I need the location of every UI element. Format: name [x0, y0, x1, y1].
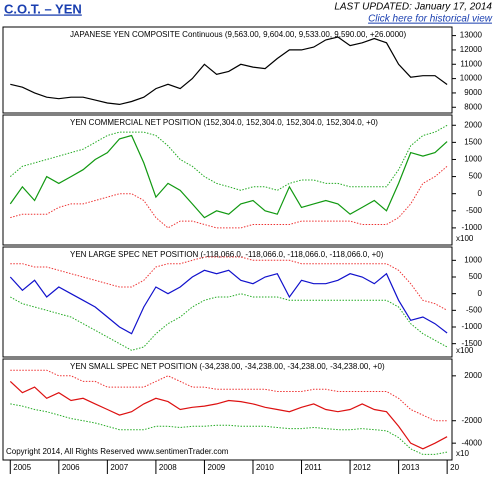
panel-frame	[2, 358, 453, 461]
x-tick-label: 2005	[13, 463, 31, 472]
y-tick-label: 0	[478, 289, 483, 298]
y-tick-label: -1500	[462, 339, 483, 348]
band-line	[9, 124, 448, 191]
y-tick-label: 13000	[460, 31, 483, 40]
y-tick-label: 12000	[460, 45, 483, 54]
x-tick-label: 2011	[305, 463, 323, 472]
x-tick-label: 2010	[256, 463, 274, 472]
y-multiplier: x100	[456, 346, 474, 355]
band-line	[10, 293, 448, 351]
y-tick-label: -4000	[462, 438, 483, 447]
panel-frame	[2, 114, 453, 246]
panel-title: YEN SMALL SPEC NET POSITION (-34,238.00,…	[70, 362, 385, 371]
y-tick-label: 10000	[460, 74, 483, 83]
y-tick-label: -1000	[462, 322, 483, 331]
panel-frame	[2, 26, 453, 114]
y-tick-label: 9000	[464, 88, 482, 97]
x-tick-label: 2012	[353, 463, 371, 472]
x-tick-label: 20	[450, 463, 459, 472]
x-tick-label: 2013	[402, 463, 420, 472]
page-title[interactable]: C.O.T. – YEN	[4, 1, 82, 16]
y-tick-label: 1500	[464, 137, 482, 146]
footer: Copyright 2014, All Rights Reserved www.…	[6, 447, 229, 456]
panel-title: YEN LARGE SPEC NET POSITION (-118,066.0,…	[70, 250, 384, 259]
y-tick-label: -2000	[462, 416, 483, 425]
x-tick-label: 2008	[159, 463, 177, 472]
series-line	[9, 134, 448, 219]
x-tick-label: 2006	[62, 463, 80, 472]
series-line	[9, 380, 448, 450]
y-tick-label: -500	[466, 206, 483, 215]
band-line	[10, 256, 448, 311]
band-line	[10, 403, 448, 455]
panel-title: YEN COMMERCIAL NET POSITION (152,304.0, …	[70, 118, 378, 127]
y-tick-label: 1000	[464, 155, 482, 164]
y-tick-label: 500	[469, 172, 483, 181]
panel-title: JAPANESE YEN COMPOSITE Continuous (9,563…	[70, 30, 406, 39]
y-tick-label: 8000	[464, 102, 482, 111]
x-tick-label: 2009	[207, 463, 225, 472]
y-tick-label: -500	[466, 305, 483, 314]
band-line	[10, 369, 448, 422]
y-multiplier: x10	[456, 449, 469, 458]
y-tick-label: 2000	[464, 120, 482, 129]
series-line	[10, 36, 448, 106]
y-multiplier: x100	[456, 234, 474, 243]
x-tick-label: 2007	[110, 463, 128, 472]
series-line	[9, 269, 448, 335]
band-line	[10, 165, 448, 229]
y-tick-label: 500	[469, 272, 483, 281]
historical-link[interactable]: Click here for historical view	[368, 14, 493, 25]
y-tick-label: -1000	[462, 223, 483, 232]
y-tick-label: 2000	[464, 371, 482, 380]
y-tick-label: 11000	[460, 59, 482, 68]
y-tick-label: 0	[478, 189, 483, 198]
y-tick-label: 1000	[464, 255, 482, 264]
panel-frame	[2, 246, 453, 358]
last-updated: LAST UPDATED: January 17, 2014	[334, 2, 492, 13]
